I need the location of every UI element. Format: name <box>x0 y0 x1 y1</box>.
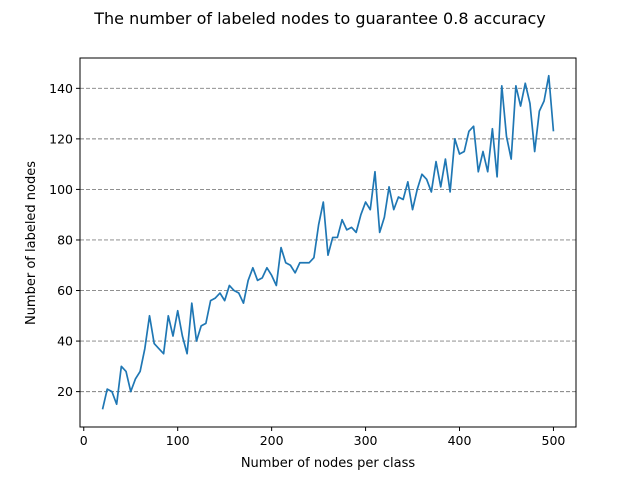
x-tick-label: 0 <box>80 433 88 448</box>
y-axis-ticks: 20 40 60 80 100 120 140 <box>49 81 80 399</box>
series-layer <box>101 74 555 410</box>
x-tick-label: 400 <box>448 433 472 448</box>
x-tick-label: 200 <box>260 433 284 448</box>
x-tick-label: 500 <box>542 433 566 448</box>
y-tick-label: 100 <box>49 182 73 197</box>
y-tick-label: 80 <box>57 232 73 247</box>
y-tick-label: 60 <box>57 283 73 298</box>
chart-title: The number of labeled nodes to guarantee… <box>93 9 546 28</box>
y-tick-label: 120 <box>49 131 73 146</box>
y-tick-label: 20 <box>57 384 73 399</box>
y-gridlines <box>80 87 576 393</box>
series-line <box>101 74 555 410</box>
x-tick-label: 100 <box>166 433 190 448</box>
x-axis-ticks: 0 100 200 300 400 500 <box>80 427 566 448</box>
y-tick-label: 140 <box>49 81 73 96</box>
x-axis-label: Number of nodes per class <box>241 456 416 471</box>
y-axis-label: Number of labeled nodes <box>24 161 39 325</box>
y-tick-label: 40 <box>57 334 73 349</box>
plot-frame <box>79 57 577 428</box>
x-tick-label: 300 <box>354 433 378 448</box>
